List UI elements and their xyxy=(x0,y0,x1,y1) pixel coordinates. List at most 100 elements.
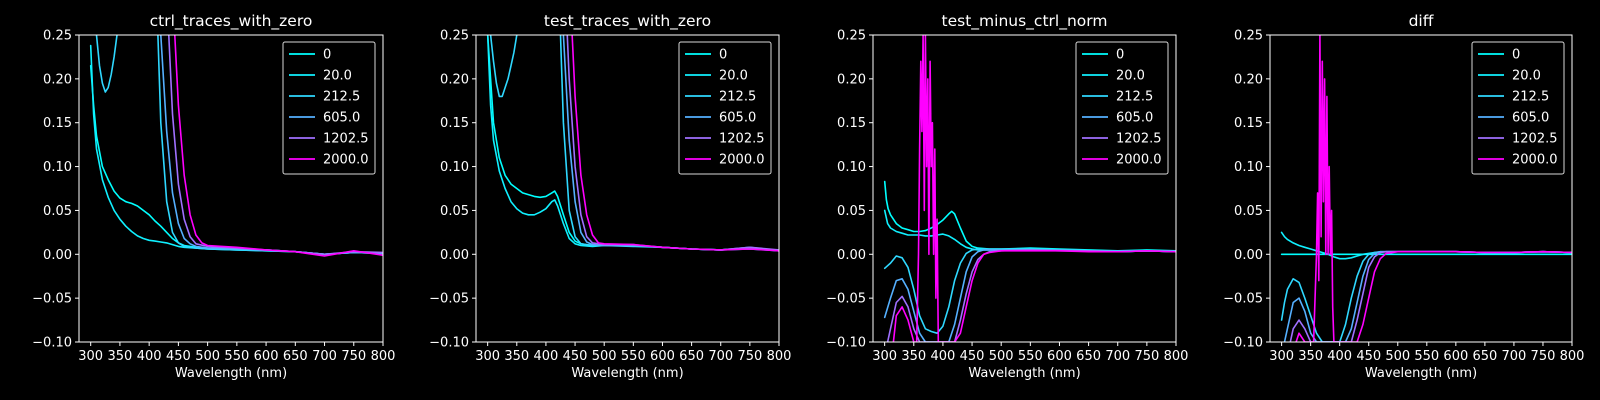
legend-label: 605.0 xyxy=(323,111,360,126)
x-tick-label: 400 xyxy=(534,349,559,364)
legend-label: 2000.0 xyxy=(719,153,765,168)
x-tick-label: 450 xyxy=(563,349,588,364)
y-tick-label: 0.00 xyxy=(43,248,72,263)
y-tick-label: −0.05 xyxy=(1223,292,1263,307)
chart-panel-3: 300 350 400 450 500 550 600 650 700 750 800 −0.10 −0… xyxy=(826,12,1188,381)
legend-label: 0 xyxy=(1116,48,1124,63)
plot-frame xyxy=(1269,34,1573,343)
x-tick-label: 450 xyxy=(1356,349,1381,364)
x-tick-label: 700 xyxy=(1105,349,1130,364)
legend-label: 212.5 xyxy=(1512,90,1549,105)
x-tick-label: 400 xyxy=(931,349,956,364)
legend-label: 0 xyxy=(323,48,331,63)
x-tick-label: 500 xyxy=(592,349,617,364)
y-tick-label: 0.15 xyxy=(1234,116,1263,131)
x-tick-label: 450 xyxy=(166,349,191,364)
x-tick-label: 500 xyxy=(195,349,220,364)
y-tick-label: 0.00 xyxy=(837,248,866,263)
x-tick-label: 700 xyxy=(1502,349,1527,364)
legend-label: 605.0 xyxy=(719,111,756,126)
legend-label: 2000.0 xyxy=(1116,153,1162,168)
plot-frame xyxy=(475,34,780,343)
x-tick-label: 600 xyxy=(650,349,675,364)
legend-label: 1202.5 xyxy=(1116,132,1162,147)
x-tick-label: 750 xyxy=(1531,349,1556,364)
chart-panel-2: 300 350 400 450 500 550 600 650 700 750 800 −0.10 −0… xyxy=(429,12,791,381)
x-tick-label: 550 xyxy=(621,349,646,364)
chart-panel-4: 300 350 400 450 500 550 600 650 700 750 800 −0.10 −0… xyxy=(1223,12,1584,381)
legend-label: 20.0 xyxy=(1512,69,1541,84)
x-tick-label: 300 xyxy=(1269,349,1294,364)
y-tick-label: 0.05 xyxy=(1234,204,1263,219)
y-tick-label: 0.25 xyxy=(837,29,866,44)
y-tick-label: −0.10 xyxy=(429,336,469,351)
x-axis-label: Wavelength (nm) xyxy=(968,366,1080,381)
legend-label: 20.0 xyxy=(1116,69,1145,84)
series-line-212.5 xyxy=(95,35,383,256)
x-axis-label: Wavelength (nm) xyxy=(175,366,287,381)
legend-label: 20.0 xyxy=(719,69,748,84)
x-tick-label: 500 xyxy=(989,349,1014,364)
series-group xyxy=(486,35,779,252)
y-tick-label: 0.20 xyxy=(837,72,866,87)
legend-label: 605.0 xyxy=(1116,111,1153,126)
chart-title: test_traces_with_zero xyxy=(544,12,711,31)
chart-title: test_minus_ctrl_norm xyxy=(942,12,1108,31)
legend-label: 212.5 xyxy=(323,90,360,105)
plot-frame xyxy=(872,34,1177,343)
legend: 0 20.0 212.5 605.0 1202.5 2000.0 xyxy=(1471,41,1565,175)
series-line-1202.5 xyxy=(167,35,383,256)
x-tick-label: 300 xyxy=(475,349,500,364)
x-tick-label: 600 xyxy=(1047,349,1072,364)
y-tick-label: 0.20 xyxy=(1234,72,1263,87)
y-tick-label: −0.05 xyxy=(32,292,72,307)
x-tick-label: 400 xyxy=(1327,349,1352,364)
x-tick-label: 650 xyxy=(283,349,308,364)
x-tick-label: 800 xyxy=(1560,349,1585,364)
x-tick-label: 400 xyxy=(137,349,162,364)
x-tick-label: 800 xyxy=(1164,349,1189,364)
x-tick-label: 750 xyxy=(1134,349,1159,364)
y-tick-label: 0.10 xyxy=(1234,160,1263,175)
x-tick-label: 700 xyxy=(312,349,337,364)
series-line-2000.0 xyxy=(571,35,779,252)
chart-title: diff xyxy=(1409,12,1434,30)
series-line-0 xyxy=(883,180,1176,252)
y-tick-label: 0.15 xyxy=(440,116,469,131)
series-line-2000.0 xyxy=(892,35,1176,342)
legend-label: 1202.5 xyxy=(719,132,765,147)
legend-label: 0 xyxy=(719,48,727,63)
series-line-2000.0 xyxy=(1295,35,1572,342)
legend-label: 20.0 xyxy=(323,69,352,84)
x-tick-label: 650 xyxy=(679,349,704,364)
legend-label: 212.5 xyxy=(719,90,756,105)
x-tick-label: 600 xyxy=(1443,349,1468,364)
x-tick-label: 300 xyxy=(78,349,103,364)
legend-label: 212.5 xyxy=(1116,90,1153,105)
x-tick-label: 450 xyxy=(960,349,985,364)
x-tick-label: 650 xyxy=(1472,349,1497,364)
y-tick-label: 0.10 xyxy=(440,160,469,175)
y-tick-label: 0.00 xyxy=(440,248,469,263)
series-line-605.0 xyxy=(883,249,1176,342)
x-tick-label: 750 xyxy=(737,349,762,364)
series-group xyxy=(89,35,383,257)
x-tick-label: 350 xyxy=(108,349,133,364)
y-tick-label: 0.25 xyxy=(43,29,72,44)
series-line-2000.0 xyxy=(173,35,383,257)
x-tick-label: 500 xyxy=(1385,349,1410,364)
legend: 0 20.0 212.5 605.0 1202.5 2000.0 xyxy=(1075,41,1169,175)
chart-title: ctrl_traces_with_zero xyxy=(150,12,313,31)
chart-panel-1: 300 350 400 450 500 550 600 650 700 750 800 −0.10 −0… xyxy=(32,12,395,381)
x-tick-label: 650 xyxy=(1076,349,1101,364)
legend-label: 2000.0 xyxy=(1512,153,1558,168)
y-tick-label: 0.15 xyxy=(43,116,72,131)
y-tick-label: 0.10 xyxy=(837,160,866,175)
y-tick-label: 0.25 xyxy=(440,29,469,44)
legend-label: 2000.0 xyxy=(323,153,369,168)
x-axis-label: Wavelength (nm) xyxy=(1365,366,1477,381)
y-tick-label: −0.05 xyxy=(429,292,469,307)
legend-label: 1202.5 xyxy=(1512,132,1558,147)
x-tick-label: 700 xyxy=(708,349,733,364)
